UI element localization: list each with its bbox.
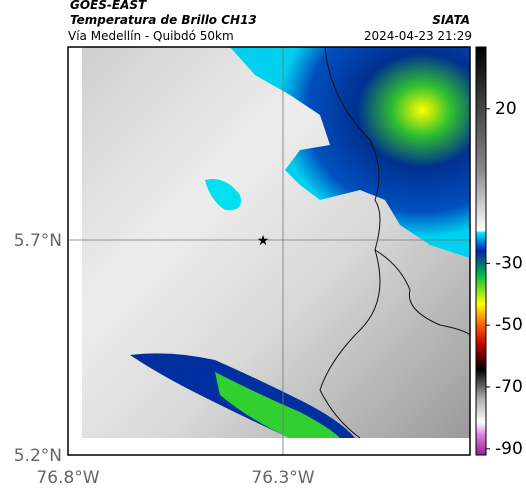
colorbar-tick-label: -70 (495, 377, 523, 397)
colorbar-tick-label: -90 (495, 439, 523, 459)
svg-text:★: ★ (257, 233, 270, 249)
title: Temperatura de Brillo CH13 (70, 13, 257, 27)
lon-label: 76.3°W (251, 468, 314, 488)
lat-label: 5.2°N (14, 446, 62, 466)
colorbar-tick-label: -50 (495, 315, 523, 335)
subtitle: Vía Medellín - Quibdó 50km (68, 29, 234, 43)
source: GOES-EAST (70, 0, 147, 12)
satellite-image: ★ (67, 46, 471, 456)
timestamp: 2024-04-23 21:29 (364, 29, 472, 43)
colorbar-tick-label: 20 (495, 99, 517, 119)
lat-label: 5.7°N (14, 231, 62, 251)
brand: SIATA (432, 13, 470, 27)
colorbar: 20 -30 -50 -70 -90 (475, 46, 523, 459)
lon-label: 76.8°W (36, 468, 99, 488)
colorbar-tick-label: -30 (495, 253, 523, 273)
